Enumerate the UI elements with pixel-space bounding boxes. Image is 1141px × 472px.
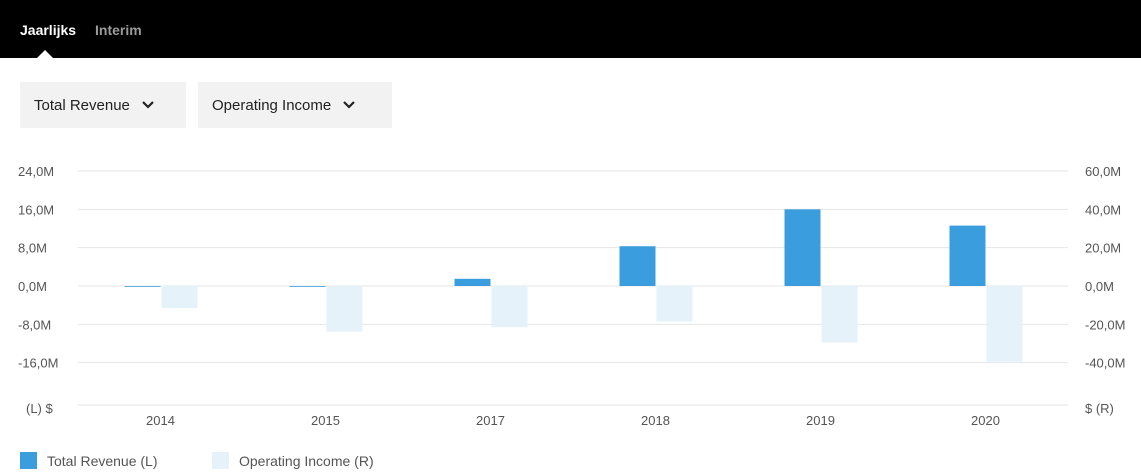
x-tick-label: 2015 [311, 413, 340, 428]
legend-operating-income: Operating Income (R) [212, 452, 374, 469]
operating-income-dropdown[interactable]: Operating Income [198, 82, 392, 128]
tab-bar: Jaarlijks Interim [0, 0, 1141, 58]
legend-swatch-total-revenue [20, 452, 37, 469]
chevron-down-icon [142, 101, 154, 109]
bar-total-revenue [124, 286, 161, 287]
y-right-tick-label: 0,0M [1085, 279, 1114, 294]
x-tick-label: 2019 [806, 413, 835, 428]
y-right-tick-label: 40,0M [1085, 202, 1121, 217]
bar-operating-income [161, 286, 198, 309]
active-tab-indicator [37, 50, 53, 58]
operating-income-dropdown-label: Operating Income [212, 96, 332, 114]
y-left-tick-label: 8,0M [18, 241, 47, 256]
x-tick-label: 2014 [146, 413, 175, 428]
y-right-tick-label: 60,0M [1085, 164, 1121, 179]
total-revenue-dropdown-label: Total Revenue [34, 96, 130, 114]
total-revenue-dropdown[interactable]: Total Revenue [20, 82, 186, 128]
legend-total-revenue: Total Revenue (L) [20, 452, 158, 469]
chevron-down-icon [343, 101, 356, 109]
bar-operating-income [986, 286, 1023, 362]
legend-label-operating-income: Operating Income (R) [239, 452, 374, 469]
y-right-tick-label: -20,0M [1085, 317, 1125, 332]
bar-chart: 24,0M 16,0M 8,0M 0,0M -8,0M -16,0M 60,0M 40,0M 2… [18, 164, 1125, 428]
y-left-tick-label: -8,0M [18, 317, 51, 332]
bar-total-revenue [289, 286, 326, 287]
y-right-tick-label: 20,0M [1085, 241, 1121, 256]
y-right-tick-label: -40,0M [1085, 356, 1125, 371]
bar-total-revenue [454, 278, 491, 286]
x-tick-label: 2018 [641, 413, 670, 428]
tab-jaarlijks[interactable]: Jaarlijks [20, 22, 77, 38]
bar-operating-income [491, 286, 528, 328]
legend-swatch-operating-income [212, 452, 229, 469]
tab-interim[interactable]: Interim [95, 22, 142, 38]
legend-label-total-revenue: Total Revenue (L) [47, 452, 158, 469]
y-left-tick-label: -16,0M [18, 356, 58, 371]
y-left-tick-label: 0,0M [18, 279, 47, 294]
y-left-tick-label: 24,0M [18, 164, 54, 179]
bar-operating-income [326, 286, 363, 332]
y-left-unit-label: (L) $ [26, 401, 54, 416]
bar-total-revenue [784, 209, 821, 286]
y-right-unit-label: $ (R) [1085, 401, 1114, 416]
bar-total-revenue [619, 246, 656, 286]
bar-operating-income [821, 286, 858, 343]
x-tick-label: 2017 [476, 413, 505, 428]
bar-operating-income [656, 286, 693, 322]
x-tick-label: 2020 [971, 413, 1000, 428]
bar-total-revenue [949, 225, 986, 286]
y-left-tick-label: 16,0M [18, 202, 54, 217]
